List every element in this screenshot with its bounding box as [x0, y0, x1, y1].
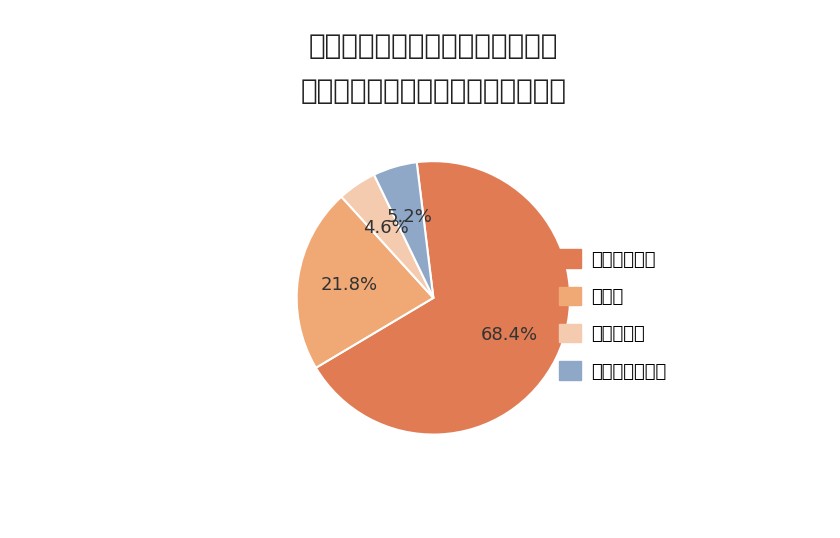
- Wedge shape: [374, 162, 433, 298]
- Text: 21.8%: 21.8%: [321, 277, 378, 294]
- Legend: とても増えた, 増えた, 少し増えた, 変わっていない: とても増えた, 増えた, 少し増えた, 変わっていない: [552, 242, 674, 388]
- Wedge shape: [297, 197, 433, 368]
- Text: 68.4%: 68.4%: [481, 326, 538, 344]
- Wedge shape: [341, 175, 433, 298]
- Wedge shape: [316, 161, 570, 435]
- Text: 5.2%: 5.2%: [386, 208, 433, 225]
- Text: 4.6%: 4.6%: [363, 218, 409, 237]
- Title: コロナ禍で、オンラインツールを
使って営業する機会は増えましたか: コロナ禍で、オンラインツールを 使って営業する機会は増えましたか: [301, 32, 566, 105]
